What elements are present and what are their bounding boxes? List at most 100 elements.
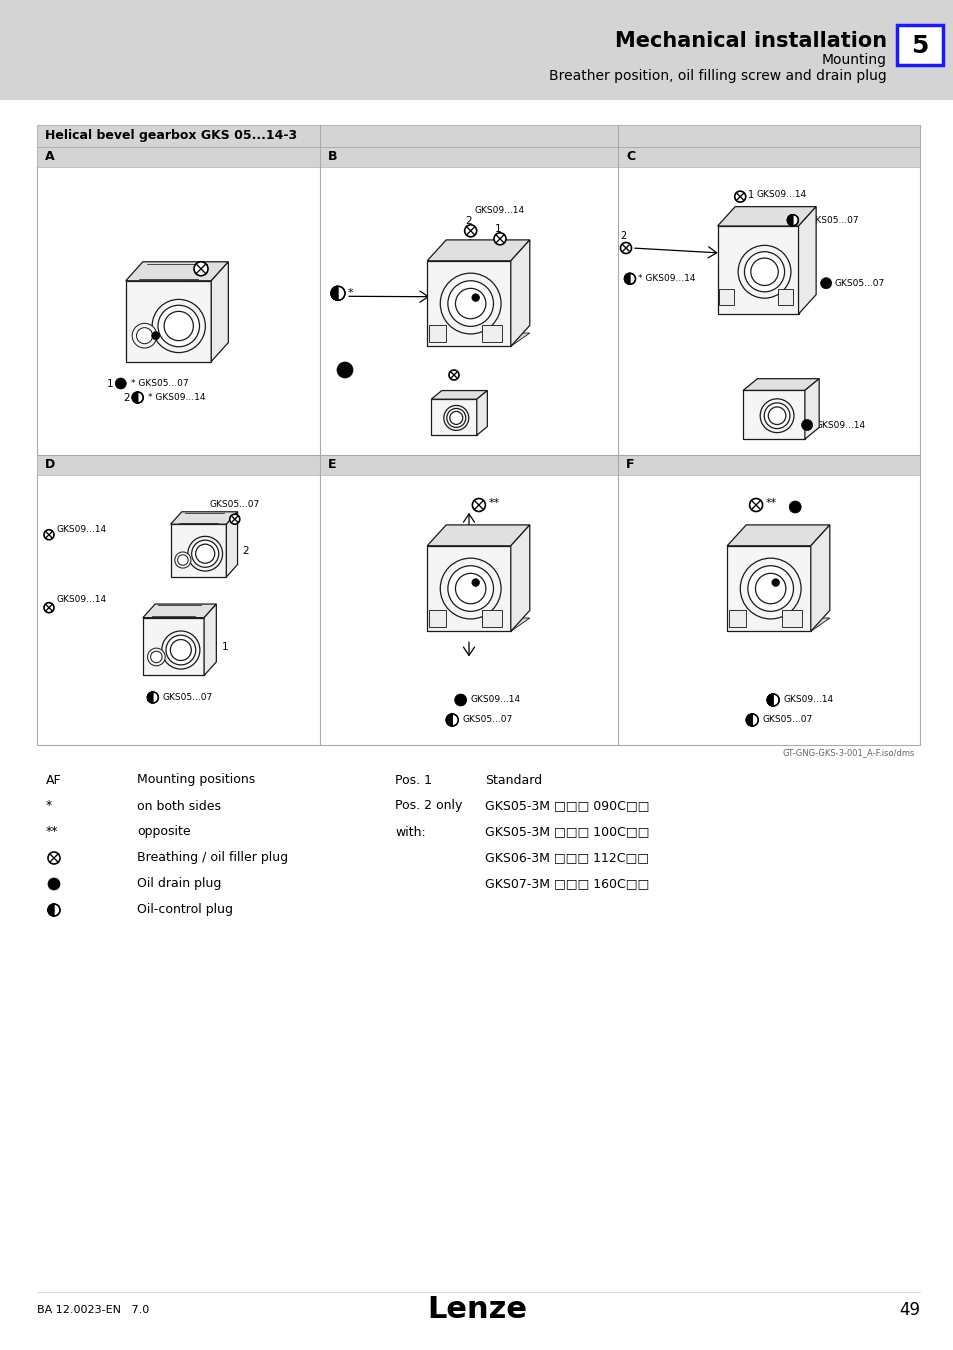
Circle shape xyxy=(148,648,165,666)
Text: Lenze: Lenze xyxy=(427,1296,526,1324)
Text: BA 12.0023-EN   7.0: BA 12.0023-EN 7.0 xyxy=(37,1305,149,1315)
Text: *: * xyxy=(348,289,354,298)
Circle shape xyxy=(48,878,60,890)
Circle shape xyxy=(472,294,479,301)
Polygon shape xyxy=(427,261,510,347)
FancyBboxPatch shape xyxy=(37,455,919,475)
Text: 2: 2 xyxy=(619,231,625,242)
FancyBboxPatch shape xyxy=(429,610,445,626)
Circle shape xyxy=(619,243,631,254)
Circle shape xyxy=(755,574,785,603)
Circle shape xyxy=(152,300,205,352)
FancyBboxPatch shape xyxy=(481,325,502,342)
Circle shape xyxy=(763,402,789,428)
Circle shape xyxy=(193,262,208,275)
Text: 2: 2 xyxy=(465,216,472,225)
Text: * GKS09...14: * GKS09...14 xyxy=(638,274,695,284)
Text: Mounting positions: Mounting positions xyxy=(137,774,255,787)
FancyBboxPatch shape xyxy=(481,610,502,626)
Circle shape xyxy=(192,540,218,567)
Text: Standard: Standard xyxy=(484,774,541,787)
FancyBboxPatch shape xyxy=(896,26,942,65)
Wedge shape xyxy=(48,904,54,917)
Circle shape xyxy=(44,529,54,540)
Circle shape xyxy=(788,501,801,513)
Polygon shape xyxy=(126,262,228,281)
Polygon shape xyxy=(431,390,487,400)
Text: C: C xyxy=(625,150,635,163)
Text: AF: AF xyxy=(46,774,62,787)
Polygon shape xyxy=(726,618,829,632)
Text: GT-GNG-GKS-3-001_A-F.iso/dms: GT-GNG-GKS-3-001_A-F.iso/dms xyxy=(781,748,914,757)
FancyBboxPatch shape xyxy=(778,289,792,305)
Circle shape xyxy=(440,558,500,618)
Text: GKS09...14: GKS09...14 xyxy=(782,695,832,705)
Polygon shape xyxy=(143,603,216,618)
Polygon shape xyxy=(431,400,476,435)
Circle shape xyxy=(455,574,485,603)
Circle shape xyxy=(446,409,465,428)
Text: 1: 1 xyxy=(107,378,113,389)
Circle shape xyxy=(132,392,143,404)
Circle shape xyxy=(449,370,458,379)
Circle shape xyxy=(48,852,60,864)
FancyBboxPatch shape xyxy=(719,289,733,305)
Circle shape xyxy=(132,324,156,348)
Circle shape xyxy=(494,232,505,244)
Circle shape xyxy=(230,514,239,524)
Circle shape xyxy=(136,328,152,344)
Circle shape xyxy=(162,630,200,670)
Text: * GKS05...07: * GKS05...07 xyxy=(801,216,858,224)
Circle shape xyxy=(738,246,790,298)
FancyBboxPatch shape xyxy=(728,610,745,626)
Text: Pos. 1: Pos. 1 xyxy=(395,774,432,787)
Text: GKS05...07: GKS05...07 xyxy=(462,716,512,725)
Polygon shape xyxy=(510,525,529,632)
Circle shape xyxy=(152,332,159,340)
Wedge shape xyxy=(745,714,752,726)
Polygon shape xyxy=(171,512,237,524)
Circle shape xyxy=(820,278,831,289)
Text: GKS09...14: GKS09...14 xyxy=(814,420,864,429)
Circle shape xyxy=(743,251,783,292)
Text: GKS09...14: GKS09...14 xyxy=(57,595,107,605)
Text: **: ** xyxy=(765,498,777,508)
Text: * GKS05...07: * GKS05...07 xyxy=(131,379,188,387)
Circle shape xyxy=(464,225,476,236)
Circle shape xyxy=(151,651,162,663)
Text: 1: 1 xyxy=(495,224,501,234)
Text: D: D xyxy=(45,459,55,471)
Polygon shape xyxy=(726,545,810,632)
Wedge shape xyxy=(148,693,152,703)
Polygon shape xyxy=(226,512,237,576)
Text: GKS09...14: GKS09...14 xyxy=(57,525,107,535)
Circle shape xyxy=(443,405,468,431)
Polygon shape xyxy=(810,525,829,632)
Polygon shape xyxy=(204,603,216,675)
Polygon shape xyxy=(726,525,829,545)
FancyBboxPatch shape xyxy=(781,610,801,626)
Text: GKS05-3M □□□ 090C□□: GKS05-3M □□□ 090C□□ xyxy=(484,799,649,813)
Polygon shape xyxy=(742,390,804,439)
Circle shape xyxy=(766,694,779,706)
Circle shape xyxy=(164,312,193,340)
Text: Breathing / oil filler plug: Breathing / oil filler plug xyxy=(137,852,288,864)
Circle shape xyxy=(734,192,745,202)
Polygon shape xyxy=(143,618,204,675)
Circle shape xyxy=(801,420,812,431)
Polygon shape xyxy=(171,524,226,576)
Circle shape xyxy=(767,406,785,424)
Wedge shape xyxy=(766,694,772,706)
Circle shape xyxy=(472,498,485,512)
Text: **: ** xyxy=(488,498,499,508)
Polygon shape xyxy=(742,378,819,390)
Text: GKS09...14: GKS09...14 xyxy=(470,695,520,705)
Polygon shape xyxy=(427,240,529,261)
Circle shape xyxy=(747,566,793,612)
Polygon shape xyxy=(804,378,819,439)
Circle shape xyxy=(440,273,500,333)
Circle shape xyxy=(115,378,126,389)
Text: GKS09...14: GKS09...14 xyxy=(756,190,805,200)
Text: F: F xyxy=(625,459,634,471)
Text: * GKS09...14: * GKS09...14 xyxy=(148,393,205,402)
